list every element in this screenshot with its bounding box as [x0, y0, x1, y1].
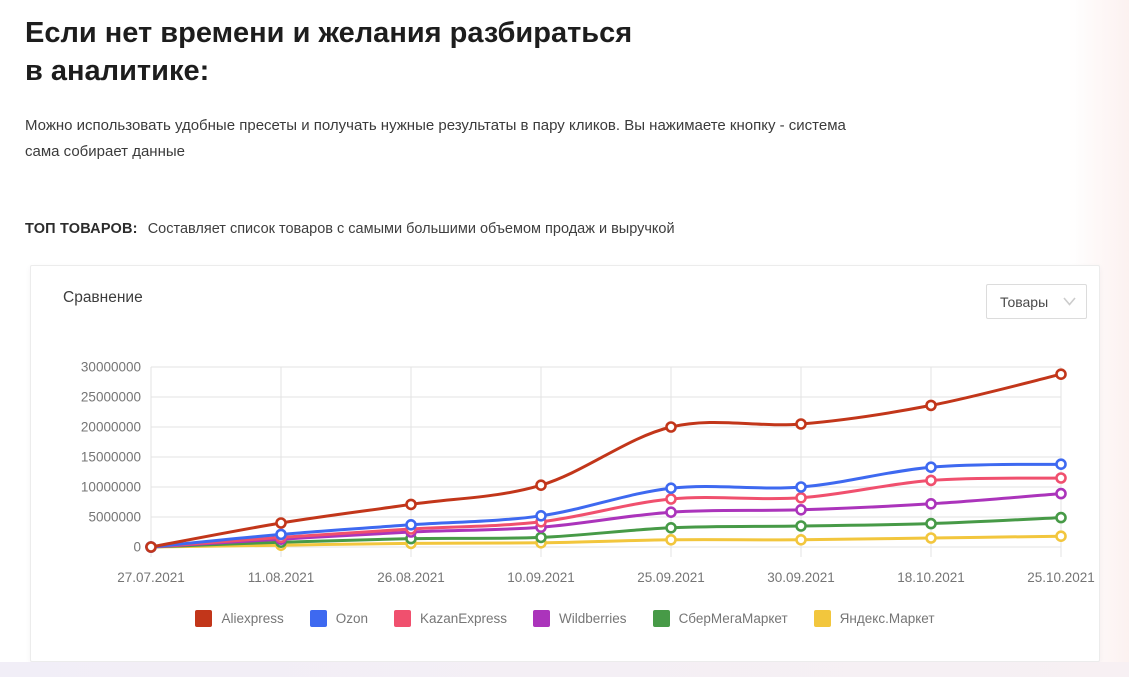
page-background-band-bottom	[0, 662, 1129, 677]
series-line-Wildberries	[149, 492, 1063, 549]
data-point-Aliexpress	[795, 418, 807, 430]
legend-item-Яндекс.Маркет: Яндекс.Маркет	[813, 609, 935, 627]
x-axis-tick-label: 18.10.2021	[897, 570, 965, 585]
x-axis-tick-label: 11.08.2021	[248, 570, 315, 585]
data-point-KazanExpress	[665, 493, 677, 505]
series-line-Aliexpress	[149, 372, 1063, 549]
data-point-Wildberries	[925, 498, 937, 510]
data-point-Яндекс.Маркет	[1055, 530, 1067, 543]
legend-label: Ozon	[335, 610, 368, 626]
data-point-Aliexpress	[275, 517, 287, 529]
data-point-Ozon	[535, 510, 547, 522]
products-dropdown-value: Товары	[1000, 293, 1049, 310]
data-point-Ozon	[275, 528, 287, 541]
chart-title: Сравнение	[63, 289, 143, 306]
series-line-Ozon	[149, 462, 1063, 549]
x-axis-tick-label: 30.09.2021	[767, 570, 835, 585]
y-axis-tick-label: 5000000	[88, 510, 141, 525]
x-axis-tick-label: 27.07.2021	[117, 570, 185, 585]
y-axis-tick-label: 0	[133, 540, 141, 555]
data-point-Wildberries	[795, 504, 807, 516]
preset-row: ТОП ТОВАРОВ: Составляет список товаров с …	[25, 221, 1025, 237]
legend-label: Aliexpress	[221, 610, 284, 626]
data-point-Яндекс.Маркет	[665, 533, 677, 546]
legend-item-Wildberries: Wildberries	[533, 609, 627, 627]
data-point-Ozon	[795, 481, 807, 493]
comparison-line-chart: 0 5000000 10000000 15000000 20000000 25000000…	[81, 360, 1095, 586]
data-point-Aliexpress	[665, 421, 677, 433]
data-point-Ozon	[665, 482, 677, 494]
legend-item-KazanExpress: KazanExpress	[394, 609, 508, 627]
data-point-СберМегаМаркет	[925, 517, 937, 530]
data-point-Aliexpress	[405, 498, 417, 511]
preset-label: ТОП ТОВАРОВ:	[25, 221, 138, 237]
page-title-line2: в аналитике:	[25, 55, 210, 87]
data-point-Aliexpress	[925, 399, 937, 412]
data-point-СберМегаМаркет	[1055, 511, 1067, 524]
preset-description: Составляет список товаров с самыми больш…	[147, 221, 675, 237]
legend-label: Яндекс.Маркет	[839, 610, 935, 626]
x-axis-tick-label: 25.09.2021	[637, 570, 705, 585]
y-axis-tick-label: 30000000	[81, 360, 141, 375]
y-axis-tick-label: 20000000	[81, 420, 141, 435]
data-point-Wildberries	[1055, 487, 1067, 500]
x-axis-tick-label: 26.08.2021	[377, 570, 445, 585]
legend-swatch-icon	[309, 609, 327, 627]
data-point-Яндекс.Маркет	[795, 533, 807, 546]
series-line-Яндекс.Маркет	[149, 534, 1063, 549]
data-point-Aliexpress	[535, 479, 547, 491]
y-axis-tick-label: 15000000	[81, 450, 141, 465]
data-point-Aliexpress	[1055, 368, 1067, 380]
page-title-line1: Если нет времени и желания разбираться	[25, 17, 633, 49]
legend-item-Aliexpress: Aliexpress	[195, 609, 284, 627]
legend-swatch-icon	[394, 609, 411, 627]
data-point-СберМегаМаркет	[665, 521, 677, 534]
y-axis-tick-label: 25000000	[81, 390, 141, 405]
data-point-Яндекс.Маркет	[925, 532, 937, 544]
chevron-down-icon	[1063, 297, 1076, 306]
legend-swatch-icon	[813, 609, 831, 627]
data-point-KazanExpress	[795, 492, 807, 504]
page-title: Если нет времени и желания разбираться в …	[25, 14, 785, 90]
products-dropdown[interactable]: Товары	[986, 284, 1087, 319]
x-axis-tick-label: 10.09.2021	[507, 570, 575, 585]
legend-swatch-icon	[652, 609, 670, 627]
legend-swatch-icon	[195, 609, 213, 627]
data-point-СберМегаМаркет	[795, 520, 807, 532]
page-subtitle: Можно использовать удобные пресеты и пол…	[25, 117, 846, 160]
chart-legend: Aliexpress Ozon KazanExpress Wildberries Сбе…	[31, 606, 1099, 630]
data-point-KazanExpress	[1055, 472, 1067, 484]
data-point-Ozon	[405, 518, 417, 531]
data-point-Ozon	[1055, 458, 1067, 470]
data-point-Ozon	[925, 461, 937, 473]
data-point-Aliexpress	[145, 541, 157, 553]
comparison-chart-card: 0 5000000 10000000 15000000 20000000 25000000…	[30, 265, 1100, 662]
data-point-KazanExpress	[925, 474, 937, 487]
legend-item-СберМегаМаркет: СберМегаМаркет	[652, 609, 788, 627]
data-point-Wildberries	[665, 506, 677, 518]
legend-label: KazanExpress	[420, 610, 508, 626]
legend-item-Ozon: Ozon	[309, 609, 368, 627]
series-line-СберМегаМаркет	[149, 516, 1063, 549]
legend-label: СберМегаМаркет	[678, 610, 788, 626]
legend-label: Wildberries	[559, 610, 627, 626]
series-line-KazanExpress	[149, 476, 1063, 549]
y-axis-tick-label: 10000000	[81, 480, 141, 495]
x-axis-tick-label: 25.10.2021	[1027, 570, 1095, 585]
legend-swatch-icon	[533, 609, 551, 627]
data-point-СберМегаМаркет	[535, 531, 547, 544]
